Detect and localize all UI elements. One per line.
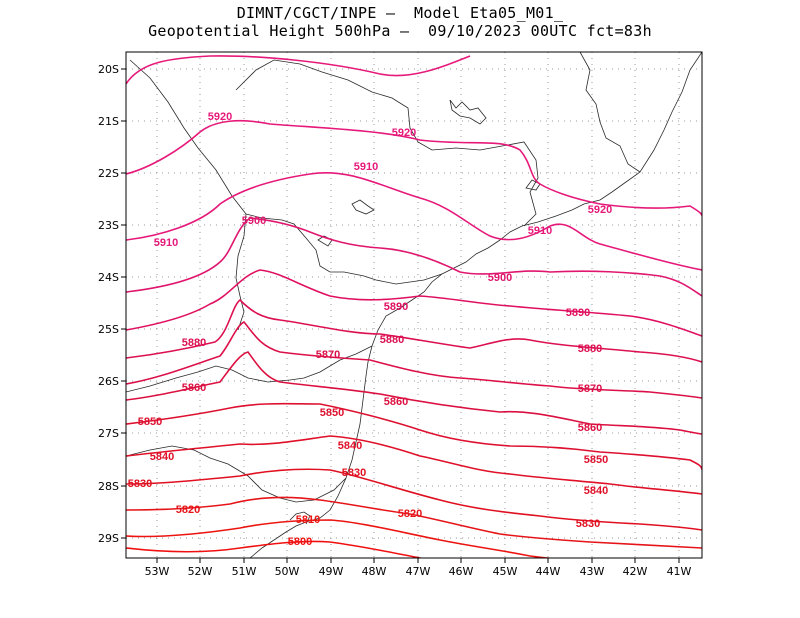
contour-label: 5920 [588, 204, 612, 216]
lat-label: 27S [98, 427, 119, 440]
river-parana [235, 213, 247, 331]
contour-5850 [126, 402, 702, 471]
latitude-labels: 20S 21S 22S 23S 24S 25S 26S 27S 28S 29S [98, 63, 119, 545]
lat-label: 21S [98, 115, 119, 128]
lon-label: 49W [319, 565, 344, 578]
contour-label: 5920 [392, 127, 416, 139]
contour-label: 5870 [316, 349, 340, 361]
lat-label: 25S [98, 323, 119, 336]
state-border-sp-mg [235, 59, 539, 227]
lon-label: 48W [362, 565, 387, 578]
lon-label: 51W [232, 565, 257, 578]
coastline [249, 52, 702, 558]
contour-label: 5820 [176, 504, 200, 516]
lon-label: 47W [406, 565, 431, 578]
contour-5880 [126, 298, 702, 363]
state-border-mg-es [579, 52, 641, 173]
contour-label: 5910 [528, 225, 552, 237]
contour-label: 5820 [398, 508, 422, 520]
lon-label: 50W [275, 565, 300, 578]
state-border-ms-sp [129, 59, 247, 215]
state-border-pr-sc [126, 345, 373, 393]
lagoon-patos [289, 511, 311, 525]
contour-5820 [126, 496, 702, 549]
contour-5860 [126, 351, 702, 435]
contour-label: 5840 [584, 485, 608, 497]
contour-label: 5880 [380, 334, 404, 346]
island-ilhabela [449, 99, 487, 125]
contour-label: 5830 [576, 518, 600, 530]
contour-label: 5830 [128, 478, 152, 490]
chart-title-line1: DIMNT/CGCT/INPE – Model Eta05_M01_ [236, 4, 564, 22]
lat-label: 22S [98, 167, 119, 180]
lat-label: 24S [98, 271, 119, 284]
contour-label: 5880 [182, 337, 206, 349]
contour-label: 5810 [296, 514, 320, 526]
lat-label: 20S [98, 63, 119, 76]
contour-label: 5920 [208, 111, 232, 123]
contour-5870 [126, 321, 702, 399]
contour-label: 5880 [578, 343, 602, 355]
contour-label: 5850 [320, 407, 344, 419]
contour-label: 5900 [242, 215, 266, 227]
lat-label: 23S [98, 219, 119, 232]
longitude-labels: 53W 52W 51W 50W 49W 48W 47W 46W 45W 44W … [145, 565, 692, 578]
lat-label: 29S [98, 532, 119, 545]
contour-label: 5910 [154, 237, 178, 249]
contour-labels: 5920 5920 5920 5910 5910 5910 5900 5900 … [128, 111, 612, 548]
lat-label: 28S [98, 480, 119, 493]
contour-label: 5840 [150, 451, 174, 463]
contour-label: 5900 [488, 272, 512, 284]
lon-label: 43W [580, 565, 605, 578]
lon-label: 53W [145, 565, 170, 578]
chart-title-line2: Geopotential Height 500hPa – 09/10/2023 … [148, 22, 652, 40]
contour-label: 5830 [342, 467, 366, 479]
state-border-sp-pr [245, 213, 443, 285]
contour-label: 5870 [578, 383, 602, 395]
contour-5910 [126, 172, 702, 271]
lon-label: 46W [449, 565, 474, 578]
coastline-and-borders [126, 52, 702, 558]
contour-label: 5840 [338, 440, 362, 452]
lon-label: 52W [188, 565, 213, 578]
island-sao-sebastiao [351, 199, 375, 215]
contour-5890 [126, 269, 702, 337]
contour-label: 5910 [354, 161, 378, 173]
lon-label: 45W [493, 565, 518, 578]
map-frame-bg [126, 52, 702, 558]
contour-label: 5890 [384, 301, 408, 313]
lat-label: 26S [98, 375, 119, 388]
map-frame [125, 51, 703, 559]
contour-label: 5850 [584, 454, 608, 466]
lon-label: 42W [623, 565, 648, 578]
contour-label: 5860 [578, 422, 602, 434]
contour-5830 [126, 468, 702, 531]
contour-label: 5850 [138, 416, 162, 428]
contour-5800 [126, 540, 425, 558]
contour-5900 [126, 217, 702, 297]
contour-label: 5800 [288, 536, 312, 548]
lon-label: 41W [667, 565, 692, 578]
contour-label: 5860 [182, 382, 206, 394]
contour-5840 [126, 435, 702, 495]
contour-5920 [126, 119, 702, 217]
lon-label: 44W [536, 565, 561, 578]
contour-5920-north [126, 55, 471, 85]
contour-label: 5890 [566, 307, 590, 319]
tick-marks [121, 68, 680, 563]
contour-label: 5860 [384, 396, 408, 408]
contour-lines [126, 55, 702, 558]
